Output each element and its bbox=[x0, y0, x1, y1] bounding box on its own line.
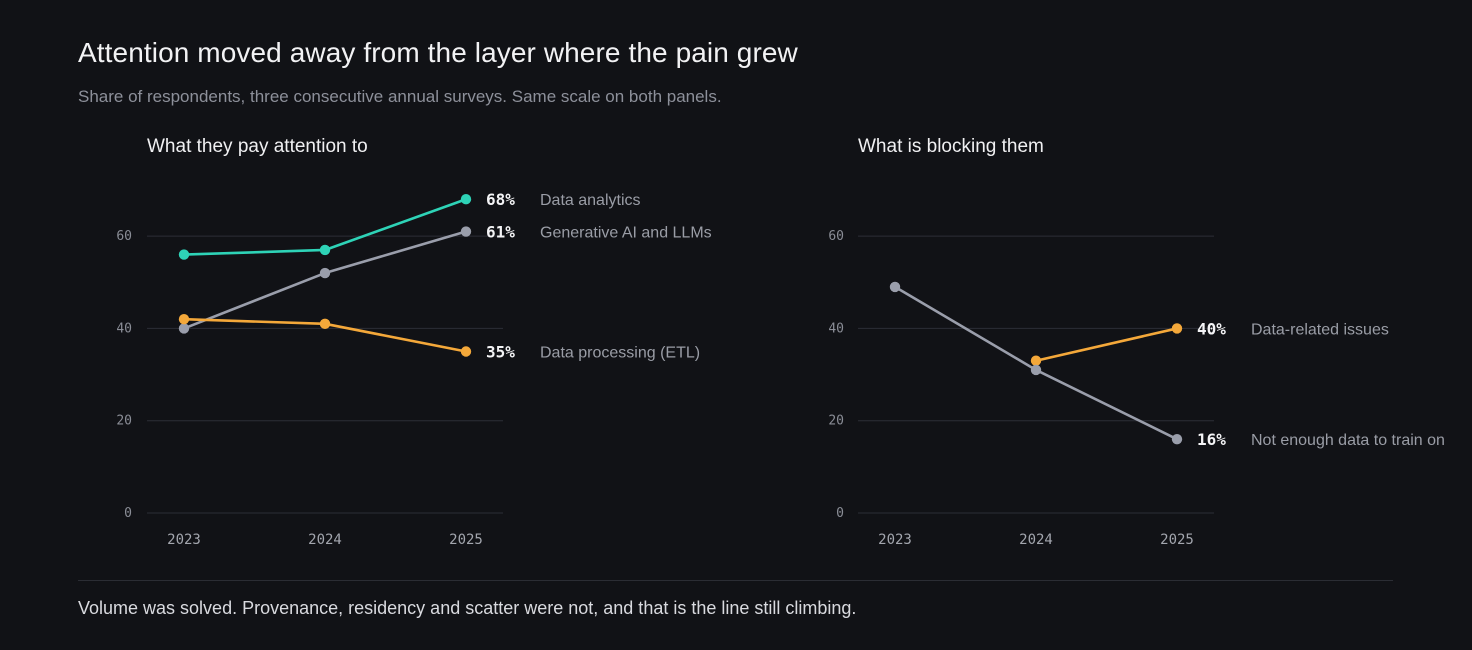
chart-panel-2: What is blocking them 0 20 40 60 2023 2024 2025… bbox=[828, 136, 1445, 548]
end-value-label: 16% bbox=[1197, 430, 1226, 449]
x-tick-label: 2024 bbox=[308, 532, 342, 548]
footer-divider bbox=[78, 580, 1393, 581]
data-point bbox=[178, 323, 190, 334]
y-tick-label: 40 bbox=[116, 321, 132, 336]
data-point bbox=[1030, 355, 1042, 366]
series-line-data-related-issues bbox=[1034, 327, 1179, 363]
x-tick-label: 2023 bbox=[167, 532, 201, 548]
x-tick-label: 2025 bbox=[449, 532, 483, 548]
panel-title: What is blocking them bbox=[858, 136, 1044, 157]
data-point bbox=[460, 226, 472, 237]
series-label: Data-related issues bbox=[1251, 321, 1389, 338]
data-point bbox=[319, 244, 331, 256]
y-tick-label: 20 bbox=[116, 414, 132, 429]
y-tick-label: 60 bbox=[828, 229, 844, 244]
data-point bbox=[1171, 433, 1183, 445]
data-point bbox=[178, 314, 190, 325]
data-point bbox=[889, 281, 901, 293]
data-point bbox=[1030, 364, 1042, 376]
page-subtitle: Share of respondents, three consecutive … bbox=[78, 87, 722, 106]
end-value-label: 40% bbox=[1197, 319, 1226, 338]
end-value-label: 68% bbox=[486, 190, 515, 209]
y-tick-label: 0 bbox=[836, 506, 844, 521]
end-value-label: 61% bbox=[486, 223, 515, 242]
series-label: Data analytics bbox=[540, 192, 641, 209]
x-tick-label: 2024 bbox=[1019, 532, 1053, 548]
data-point bbox=[460, 346, 472, 357]
y-tick-label: 20 bbox=[828, 414, 844, 429]
end-value-label: 35% bbox=[486, 343, 515, 362]
page-title: Attention moved away from the layer wher… bbox=[78, 37, 798, 68]
y-tick-label: 60 bbox=[116, 229, 132, 244]
series-label: Not enough data to train on bbox=[1251, 432, 1445, 449]
data-point bbox=[1171, 323, 1183, 334]
footnote: Volume was solved. Provenance, residency… bbox=[78, 598, 857, 618]
data-point bbox=[178, 249, 190, 260]
panel-title: What they pay attention to bbox=[147, 136, 368, 157]
data-point bbox=[319, 318, 331, 330]
series-label: Data processing (ETL) bbox=[540, 345, 700, 362]
data-point bbox=[460, 194, 472, 205]
x-tick-label: 2023 bbox=[878, 532, 912, 548]
data-point bbox=[319, 267, 331, 279]
y-tick-label: 0 bbox=[124, 506, 132, 521]
x-tick-label: 2025 bbox=[1160, 532, 1194, 548]
chart-panel-1: What they pay attention to 0 20 40 60 2023 202… bbox=[116, 136, 711, 548]
series-label: Generative AI and LLMs bbox=[540, 225, 712, 242]
y-tick-label: 40 bbox=[828, 321, 844, 336]
